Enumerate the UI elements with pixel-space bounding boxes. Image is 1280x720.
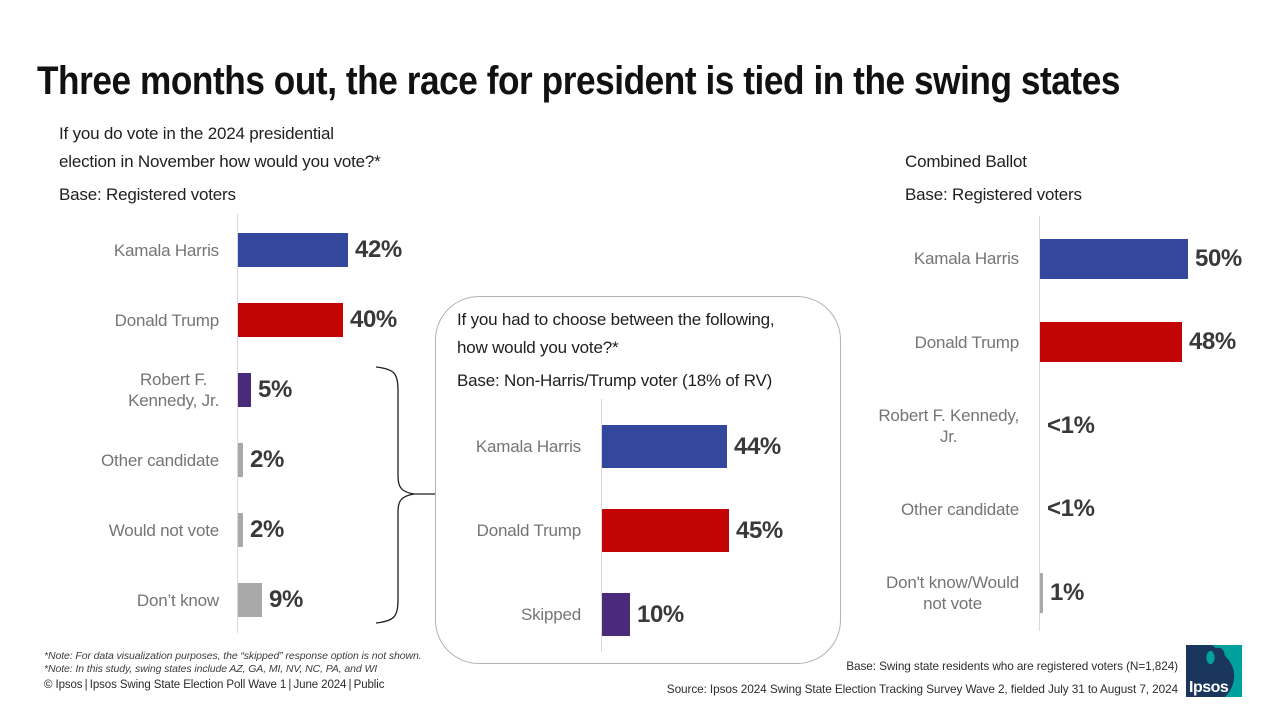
footnotes: *Note: For data visualization purposes, … <box>44 650 422 691</box>
bar <box>238 233 348 267</box>
bar-label: Other candidate <box>101 450 219 470</box>
bar-label: Don’t know <box>136 590 219 610</box>
left-chart-header: If you do vote in the 2024 presidential … <box>59 120 399 205</box>
copyright-line: © Ipsos | Ipsos Swing State Election Pol… <box>44 679 385 691</box>
footnote-skipped: *Note: For data visualization purposes, … <box>44 650 422 662</box>
bar-value: 9% <box>269 586 303 613</box>
bar-label: Robert F. Kennedy, Jr. <box>128 370 219 410</box>
source-block: Base: Swing state residents who are regi… <box>667 655 1178 700</box>
bar-label: Donald Trump <box>114 310 220 330</box>
bar-label: Would not vote <box>108 520 219 540</box>
footnote-swing-states: *Note: In this study, swing states inclu… <box>44 662 378 675</box>
right-chart-header: Combined Ballot Base: Registered voters <box>905 148 1205 205</box>
bar-value: 2% <box>250 446 284 473</box>
source-line: Source: Ipsos 2024 Swing State Election … <box>666 681 1178 696</box>
bar <box>238 583 262 617</box>
logo-head-icon <box>1212 647 1225 665</box>
bar <box>1040 238 1188 279</box>
logo-wordmark: Ipsos <box>1189 679 1229 696</box>
bar <box>1040 322 1182 362</box>
logo-teal-swoosh <box>1212 645 1242 697</box>
bar-value: 50% <box>1195 244 1242 272</box>
ipsos-logo: Ipsos <box>1186 645 1242 697</box>
bar-label: Kamala Harris <box>913 249 1019 268</box>
bar <box>238 513 243 547</box>
bar-value: 40% <box>350 306 397 333</box>
logo-neck-icon <box>1215 663 1220 671</box>
bar-label: Other candidate <box>901 499 1019 519</box>
source-base-line: Base: Swing state residents who are regi… <box>846 659 1178 673</box>
middle-chart-question: If you had to choose between the followi… <box>457 310 775 357</box>
left-chart-question: If you do vote in the 2024 presidential … <box>59 124 381 171</box>
bar <box>238 443 243 477</box>
bar-label: Don't know/Would not vote <box>886 572 1019 613</box>
bar <box>238 373 251 407</box>
page-title: Three months out, the race for president… <box>37 59 1120 103</box>
right-chart-base: Base: Registered voters <box>905 185 1082 204</box>
bar <box>1040 572 1043 613</box>
runoff-panel: If you had to choose between the followi… <box>435 296 841 664</box>
bar-label: Kamala Harris <box>113 240 219 260</box>
left-chart-base: Base: Registered voters <box>59 185 236 204</box>
bar-value: 2% <box>250 516 284 543</box>
bar <box>238 303 343 337</box>
axis-line <box>237 214 238 633</box>
right-chart-title: Combined Ballot <box>905 152 1027 171</box>
bar-label: Donald Trump <box>914 332 1020 352</box>
axis-line <box>1039 216 1040 631</box>
bar-value: <1% <box>1047 495 1095 522</box>
bar-value: 5% <box>258 376 292 403</box>
bar-value: 1% <box>1050 578 1084 606</box>
bar-value: 42% <box>355 236 402 263</box>
bar-value: 48% <box>1189 328 1236 355</box>
brace-connector <box>375 366 435 624</box>
bar-label: Robert F. Kennedy, Jr. <box>878 405 1019 446</box>
logo-head-notch-icon <box>1206 650 1215 665</box>
bar-value: <1% <box>1047 411 1095 439</box>
middle-chart-base: Base: Non-Harris/Trump voter (18% of RV) <box>457 371 773 390</box>
